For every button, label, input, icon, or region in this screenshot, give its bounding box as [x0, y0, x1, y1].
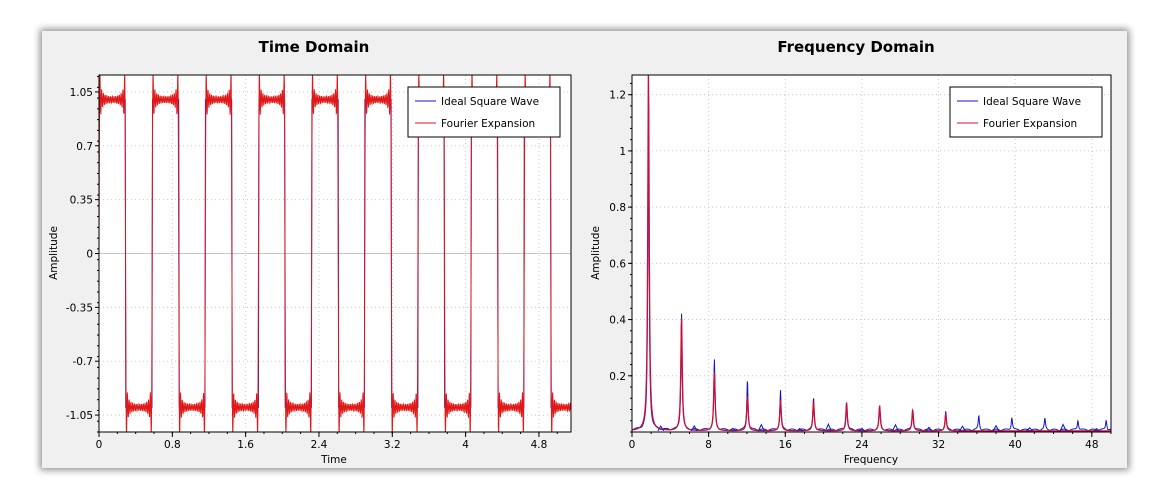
- frequency-plot-border: [631, 74, 1112, 433]
- series-harmonic-bump: [1059, 423, 1067, 432]
- series-harmonic-bump: [729, 427, 736, 432]
- x-tick-label: 0: [629, 439, 636, 451]
- x-tick-label: 24: [855, 439, 869, 451]
- frequency-legend-fourier: Fourier Expansion: [983, 118, 1077, 130]
- series-harmonic-bump: [858, 427, 866, 432]
- y-tick-label: -1.05: [66, 410, 93, 422]
- x-tick-label: 4.8: [531, 439, 548, 451]
- x-tick-label: 0: [96, 439, 103, 451]
- y-tick-label: -0.35: [66, 302, 93, 314]
- series-harmonic-bump: [657, 425, 665, 432]
- frequency-legend-ideal: Ideal Square Wave: [983, 96, 1081, 108]
- y-tick-label: 0.6: [609, 258, 626, 270]
- x-tick-label: 0.8: [164, 439, 181, 451]
- y-tick-label: 0: [86, 249, 93, 261]
- x-tick-label: 4: [462, 439, 469, 451]
- series-harmonic-bump: [992, 424, 1000, 432]
- series-harmonic-bump: [825, 422, 832, 432]
- series-harmonic-bump: [892, 423, 899, 432]
- x-tick-label: 16: [779, 439, 793, 451]
- x-tick-label: 48: [1085, 439, 1098, 451]
- x-tick-label: 8: [705, 439, 712, 451]
- series-harmonic-bump: [1026, 427, 1033, 432]
- y-tick-label: 1.05: [70, 87, 93, 99]
- frequency-y-axis-label: Amplitude: [590, 226, 602, 280]
- series-harmonic-bump: [796, 427, 803, 432]
- y-tick-label: 0.2: [609, 371, 626, 383]
- y-tick-label: 0.7: [76, 141, 93, 153]
- series-line-fourier-expansion: [632, 75, 1111, 432]
- y-tick-label: 0.8: [609, 202, 626, 214]
- time-domain-title: Time Domain: [259, 38, 370, 56]
- time-x-axis-label: Time: [320, 454, 347, 466]
- frequency-legend: Ideal Square Wave Fourier Expansion: [949, 86, 1103, 138]
- frequency-x-axis-label: Frequency: [844, 454, 898, 466]
- y-tick-label: -0.7: [73, 356, 94, 368]
- y-tick-label: 1.2: [609, 90, 626, 102]
- x-tick-label: 32: [932, 439, 945, 451]
- series-harmonic-bump: [690, 424, 698, 432]
- y-tick-label: 1: [619, 146, 626, 158]
- time-legend-fourier: Fourier Expansion: [441, 118, 535, 130]
- series-harmonic-bump: [758, 423, 765, 432]
- series-harmonic-bump: [925, 426, 933, 432]
- y-tick-label: 0.4: [609, 315, 626, 327]
- x-tick-label: 1.6: [237, 439, 254, 451]
- frequency-domain-title: Frequency Domain: [777, 38, 934, 56]
- time-legend-ideal: Ideal Square Wave: [441, 96, 539, 108]
- x-tick-label: 40: [1009, 439, 1022, 451]
- x-tick-label: 3.2: [384, 439, 401, 451]
- time-y-axis-label: Amplitude: [48, 226, 60, 280]
- x-tick-label: 2.4: [311, 439, 328, 451]
- series-harmonic-bump: [1093, 427, 1100, 432]
- series-harmonic-bump: [959, 425, 966, 432]
- time-legend: Ideal Square Wave Fourier Expansion: [407, 86, 561, 138]
- y-tick-label: 0.35: [70, 195, 93, 207]
